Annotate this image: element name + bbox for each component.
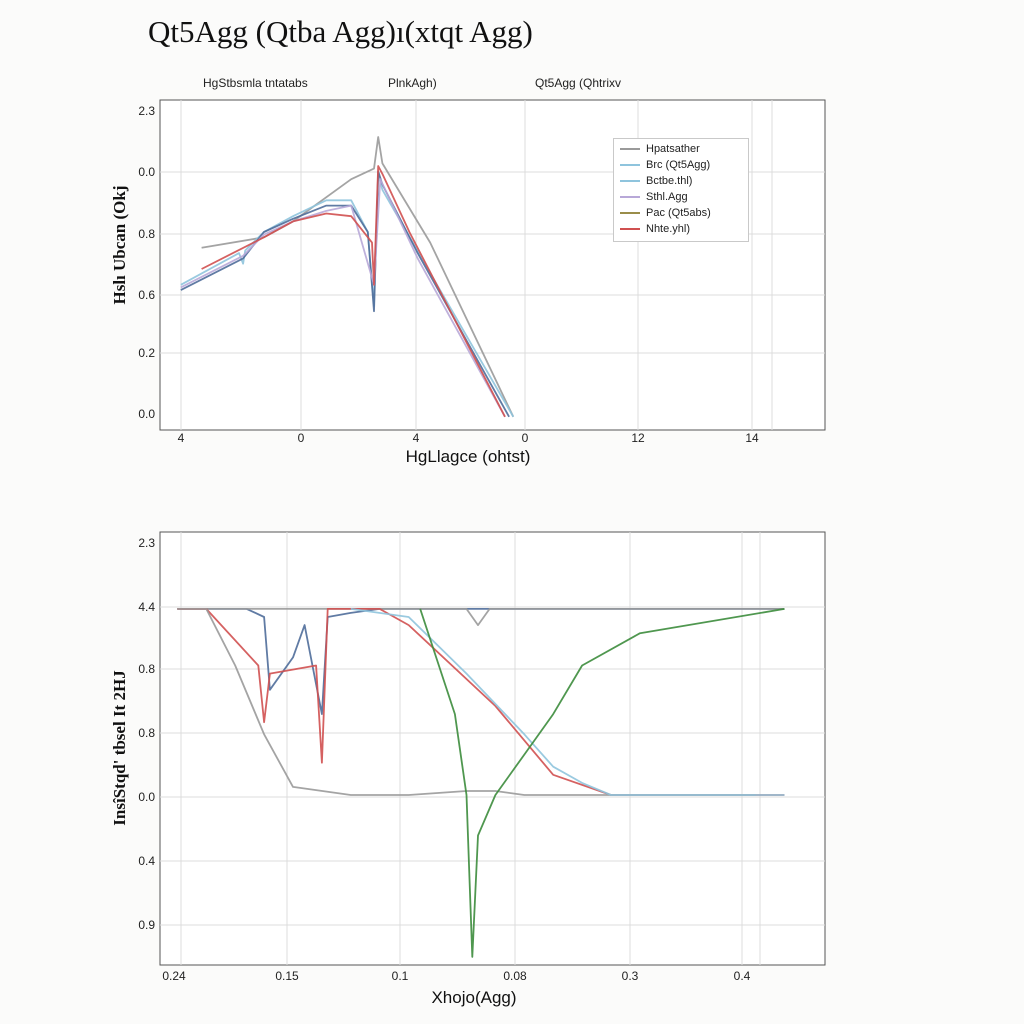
legend-swatch [620, 148, 640, 150]
x-tick-label: 0.3 [622, 969, 639, 983]
y-tick-label: 2.3 [138, 536, 155, 550]
y-tick-label: 0.8 [138, 726, 155, 740]
x-tick-label: 0.24 [162, 969, 186, 983]
series-line-lightblue [180, 172, 515, 418]
series-line-green [419, 608, 785, 958]
y-tick-label: 0.9 [138, 918, 155, 932]
y-tick-label: 0.8 [138, 227, 155, 241]
subheading-2: PlnkAgh) [388, 76, 437, 90]
legend-label: Sthl.Agg [646, 191, 688, 203]
y-tick-label: 0.8 [138, 662, 155, 676]
y-tick-label: 2.3 [138, 104, 155, 118]
x-tick-label: 0.4 [734, 969, 751, 983]
legend-swatch [620, 228, 640, 230]
x-tick-label: 14 [745, 431, 759, 445]
subheading-1: HgStbsmla tntatabs [203, 76, 308, 90]
x-tick-label: 0 [522, 431, 529, 445]
y-tick-label: 0.4 [138, 854, 155, 868]
legend-label: Brc (Qt5Agg) [646, 159, 711, 171]
series-line-gray [177, 608, 756, 796]
legend-label: Pac (Qt5abs) [646, 207, 711, 219]
top-chart-legend: Hpatsather Brc (Qt5Agg) Bctbe.thl) Sthl.… [613, 138, 749, 242]
y-tick-label: 0.0 [138, 165, 155, 179]
y-tick-label: 0.6 [138, 288, 155, 302]
plot-frame [159, 531, 826, 966]
legend-label: Nhte.yhl) [646, 223, 691, 235]
bottom-chart-ylabel: InsîStqd' tbsel It 2HJ [110, 670, 129, 826]
legend-item: Bctbe.thl) [620, 174, 692, 188]
series-line-red [201, 165, 506, 418]
legend-label: Hpatsather [646, 143, 700, 155]
legend-item: Sthl.Agg [620, 190, 688, 204]
y-tick-label: 0.0 [138, 790, 155, 804]
x-tick-label: 0.08 [503, 969, 527, 983]
top-chart-xlabel: HgLlagce (ohtst) [405, 447, 531, 466]
legend-swatch [620, 164, 640, 166]
legend-swatch [620, 196, 640, 198]
subheading-3: Qt5Agg (Qhtrixv [535, 76, 622, 90]
series-line-purple [180, 178, 506, 418]
x-tick-label: 0.1 [392, 969, 409, 983]
legend-item: Hpatsather [620, 142, 700, 156]
figure-title: Qt5Agg (Qtba Agg)ı(xtqt Agg) [148, 14, 533, 49]
x-tick-label: 0.15 [275, 969, 299, 983]
x-tick-label: 4 [178, 431, 185, 445]
bottom-chart-xlabel: Xhojo(Agg) [431, 988, 517, 1007]
x-tick-label: 12 [631, 431, 645, 445]
y-tick-label: 0.0 [138, 407, 155, 421]
legend-swatch [620, 180, 640, 182]
legend-swatch [620, 212, 640, 214]
top-chart-ylabel: Hslı Ubcan (Okj [110, 185, 129, 305]
legend-item: Brc (Qt5Agg) [620, 158, 710, 172]
series-line-gray [177, 608, 785, 626]
series-line-red [177, 608, 785, 796]
y-tick-label: 4.4 [138, 600, 155, 614]
legend-item: Pac (Qt5abs) [620, 206, 711, 220]
legend-label: Bctbe.thl) [646, 175, 693, 187]
series-line-lightblue [350, 608, 785, 796]
x-tick-label: 4 [413, 431, 420, 445]
y-tick-label: 0.2 [138, 346, 155, 360]
x-tick-label: 0 [298, 431, 305, 445]
legend-item: Nhte.yhl) [620, 222, 690, 236]
